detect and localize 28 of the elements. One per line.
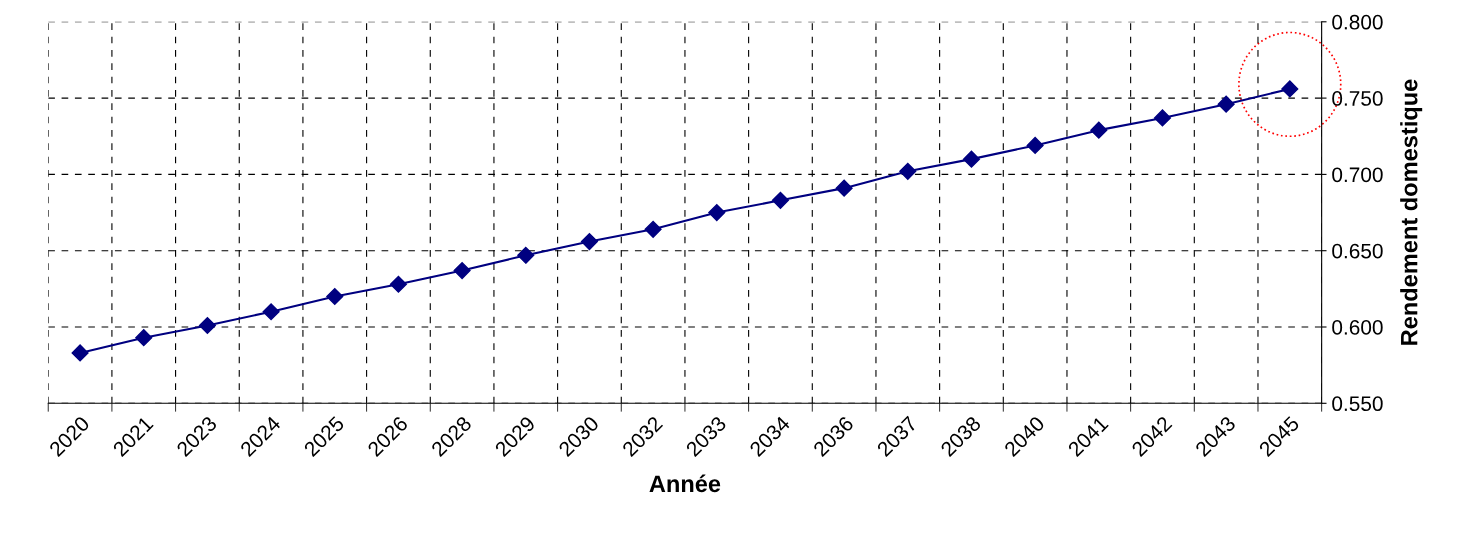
point [326,287,344,306]
y-tick-label: 0.800 [1332,14,1383,30]
point [1153,109,1172,127]
point [198,316,216,335]
point [899,162,917,180]
y-tick-label: 0.600 [1332,320,1383,335]
y-tick-label: 0.550 [1332,396,1383,412]
point [1281,80,1299,98]
y-axis-title: Rendement domestique [1400,79,1423,345]
point [453,261,471,280]
point [644,220,662,238]
point [71,344,89,362]
y-tick-label: 0.700 [1332,167,1383,183]
point [708,203,726,222]
point [771,191,790,209]
point [1217,95,1235,113]
point [389,275,407,293]
point [580,232,598,251]
point [1026,136,1044,154]
point [517,246,535,264]
x-axis-title: Année [649,474,721,493]
y-tick-label: 0.650 [1332,243,1383,259]
point [262,303,280,321]
point [835,179,853,197]
point [962,150,981,168]
y-tick-label: 0.750 [1332,91,1383,106]
point [1090,121,1108,139]
point [135,329,153,347]
